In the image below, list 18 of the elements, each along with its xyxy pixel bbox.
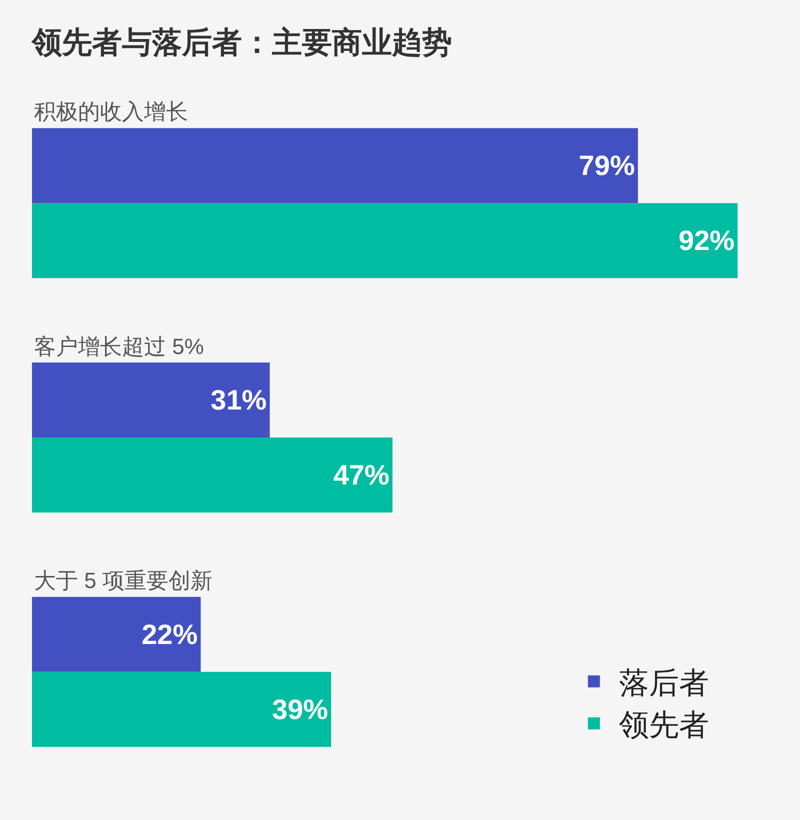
bar: [32, 128, 638, 204]
bar: [32, 438, 392, 512]
data-label: 39%: [272, 694, 328, 725]
data-label: 31%: [210, 384, 267, 416]
bar: [32, 672, 332, 747]
data-label: 22%: [142, 618, 198, 650]
y-tick-label: 大于 5 项重要创新: [34, 568, 212, 593]
data-label: 79%: [578, 150, 635, 182]
data-label: 47%: [333, 459, 390, 490]
legend-label: 落后者: [618, 667, 709, 700]
bar: [32, 203, 738, 278]
y-tick-label: 积极的收入增长: [34, 99, 188, 124]
legend-label: 领先者: [618, 709, 709, 742]
data-label: 92%: [678, 225, 735, 256]
y-tick-label: 客户增长超过 5%: [34, 334, 204, 359]
text: 领先者与落后者：主要商业趋势: [31, 26, 452, 60]
bar: [32, 596, 201, 672]
bar: [32, 362, 270, 438]
